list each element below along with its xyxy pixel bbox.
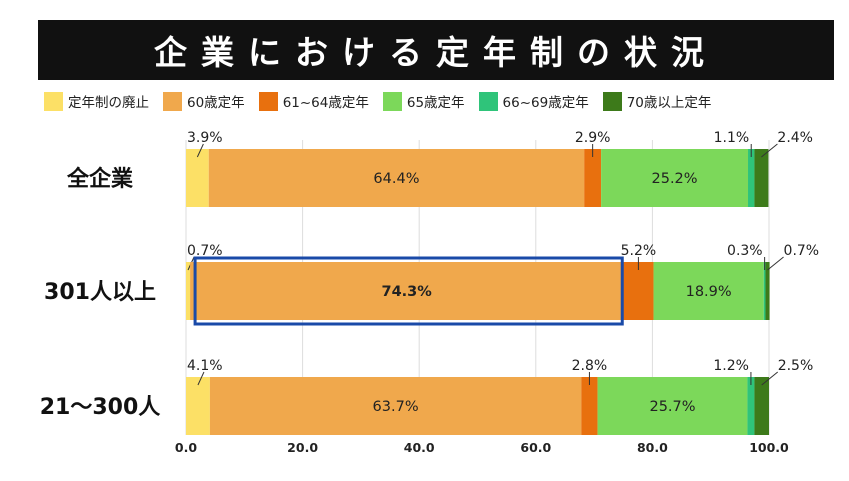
bar-segment [581,377,598,435]
legend: 定年制の廃止 60歳定年 61~64歳定年 65歳定年 66~69歳定年 70歳以上定年 [44,90,834,112]
data-label: 74.3% [382,284,433,300]
x-tick-label: 100.0 [749,440,789,455]
bar-segment [209,377,582,435]
category-label: 全企業 [66,166,134,192]
legend-item-1: 60歳定年 [163,91,245,111]
data-label: 2.9% [575,130,611,146]
legend-swatch [478,91,498,111]
category-label: 21～300人 [40,395,161,420]
x-tick-label: 20.0 [287,440,318,455]
data-label: 3.9% [187,130,223,146]
bar-segment [623,262,654,320]
legend-swatch [163,91,182,111]
legend-item-0: 定年制の廃止 [44,91,149,111]
legend-swatch [382,91,402,111]
bar-segment [754,149,769,207]
leader-line [761,371,779,386]
bar-segment [601,149,749,207]
bar-segment [584,149,602,207]
legend-label: 66~69歳定年 [502,95,589,111]
legend-item-2: 61~64歳定年 [258,91,369,111]
bar-segment [208,149,585,207]
x-tick-label: 80.0 [637,440,668,455]
data-label: 25.2% [652,171,698,187]
data-label: 1.2% [713,358,749,374]
legend-label: 定年制の廃止 [68,95,149,111]
bar-segment [186,262,191,320]
data-label: 0.7% [187,243,223,259]
bar-segment [754,377,769,435]
bar-segment [190,262,624,320]
data-label: 1.1% [714,130,750,146]
bar-segment [763,262,766,320]
bar-segment [186,149,209,207]
legend-label: 61~64歳定年 [282,95,369,111]
bar-segment [653,262,764,320]
legend-swatch [602,91,622,111]
leader-line [197,371,205,386]
x-tick-label: 40.0 [404,440,435,455]
legend-item-4: 66~69歳定年 [478,91,589,111]
legend-label: 60歳定年 [187,95,245,111]
category-label: 301人以上 [44,280,156,305]
bar-segment [747,377,755,435]
leader-line [196,143,204,158]
legend-item-5: 70歳以上定年 [602,91,712,111]
data-label: 2.8% [572,358,608,374]
legend-swatch [258,91,278,111]
data-label: 64.4% [373,171,419,187]
data-label: 18.9% [686,284,732,300]
legend-swatch [44,91,63,111]
data-label: 0.7% [784,243,820,259]
chart-title: 企業における定年制の状況 [38,20,834,80]
data-label: 5.2% [621,243,657,259]
legend-label: 65歳定年 [406,95,465,111]
data-label: 2.5% [778,358,814,374]
legend-label: 70歳以上定年 [626,95,712,111]
legend-item-3: 65歳定年 [382,91,465,111]
data-label: 0.3% [727,243,763,259]
bar-segment [186,377,210,435]
bar-segment [597,377,748,435]
x-tick-label: 60.0 [520,440,551,455]
leader-line [767,256,784,271]
data-label: 2.4% [777,130,813,146]
data-label: 4.1% [187,358,223,374]
x-tick-label: 0.0 [175,440,197,455]
highlight-box [193,256,624,326]
leader-line [761,143,778,158]
data-label: 25.7% [649,399,695,415]
bar-segment [765,262,770,320]
data-label: 63.7% [373,399,419,415]
bar-segment [748,149,755,207]
